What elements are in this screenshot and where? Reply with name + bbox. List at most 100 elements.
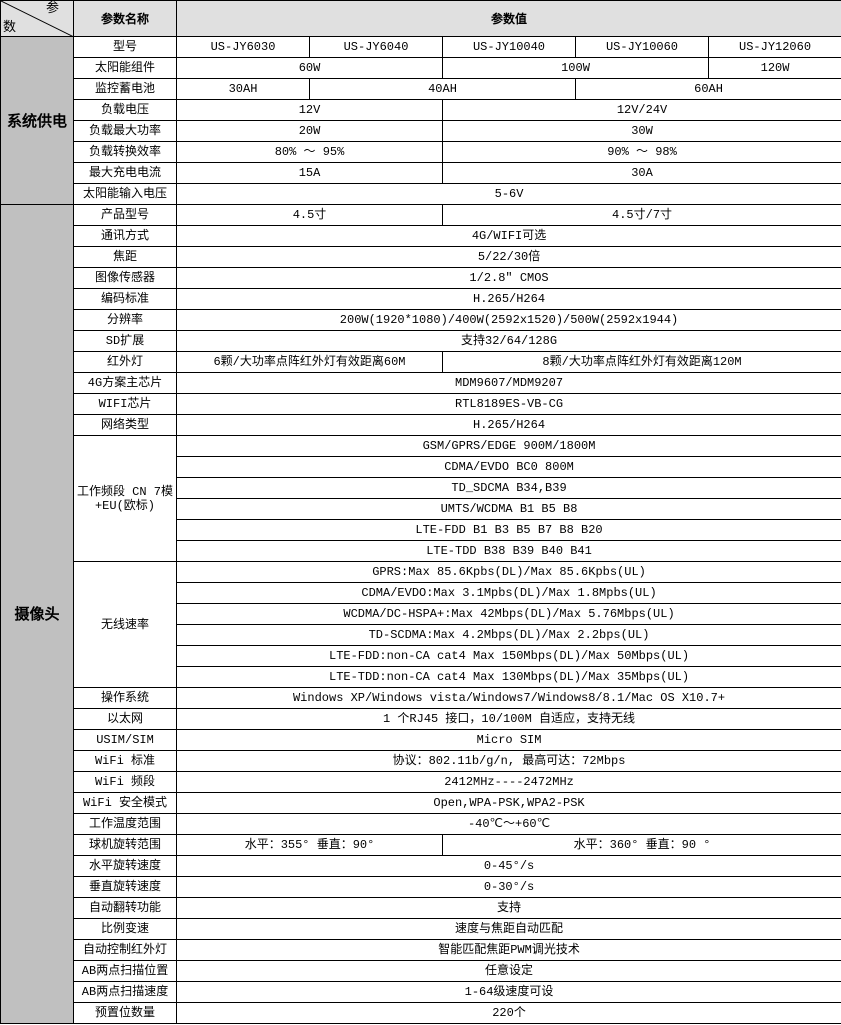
param-name: 焦距 bbox=[73, 246, 177, 268]
table-row: WiFi 安全模式 Open,WPA-PSK,WPA2-PSK bbox=[1, 792, 841, 814]
param-value: 80% ～ 95% bbox=[176, 141, 443, 163]
param-value: 4.5寸 bbox=[176, 204, 443, 226]
param-value: 8颗/大功率点阵红外灯有效距离120M bbox=[441, 351, 841, 373]
param-name: 负载转换效率 bbox=[73, 141, 177, 163]
param-value: 1-64级速度可设 bbox=[175, 981, 841, 1003]
param-name: WIFI芯片 bbox=[73, 393, 177, 415]
param-name: 图像传感器 bbox=[73, 267, 177, 289]
param-value: 4G/WIFI可选 bbox=[175, 225, 841, 247]
param-name: 通讯方式 bbox=[73, 225, 177, 247]
table-row: 预置位数量 220个 bbox=[1, 1002, 841, 1024]
table-row: 无线速率 GPRS:Max 85.6Kpbs(DL)/Max 85.6Kpbs(U… bbox=[1, 561, 841, 688]
group-label: 摄像头 bbox=[0, 204, 74, 1024]
table-row: 自动翻转功能 支持 bbox=[1, 897, 841, 919]
param-value: 12V/24V bbox=[441, 99, 841, 121]
param-name: 型号 bbox=[73, 36, 177, 58]
param-name: 最大充电电流 bbox=[73, 162, 177, 184]
param-name: 监控蓄电池 bbox=[73, 78, 177, 100]
param-value: Open,WPA-PSK,WPA2-PSK bbox=[175, 792, 841, 814]
param-value: MDM9607/MDM9207 bbox=[175, 372, 841, 394]
param-value: 任意设定 bbox=[175, 960, 841, 982]
param-value: 0-30°/s bbox=[175, 876, 841, 898]
param-name: 产品型号 bbox=[73, 204, 177, 226]
corner-cell: 参 数 bbox=[0, 0, 74, 37]
param-name: 比例变速 bbox=[73, 918, 177, 940]
table-row: 摄像头 产品型号 4.5寸 4.5寸/7寸 bbox=[0, 204, 841, 1024]
param-value: TD-SCDMA:Max 4.2Mbps(DL)/Max 2.2bps(UL) bbox=[175, 624, 841, 646]
table-row: WCDMA/DC-HSPA+:Max 42Mbps(DL)/Max 5.76Mb… bbox=[1, 603, 841, 625]
param-value: UMTS/WCDMA B1 B5 B8 bbox=[175, 498, 841, 520]
param-value: CDMA/EVDO BC0 800M bbox=[175, 456, 841, 478]
table-row: 通讯方式 4G/WIFI可选 bbox=[1, 225, 841, 247]
param-name: 红外灯 bbox=[73, 351, 177, 373]
group-label: 系统供电 bbox=[0, 36, 74, 205]
param-value: 6颗/大功率点阵红外灯有效距离60M bbox=[176, 351, 443, 373]
table-row: 分辨率 200W(1920*1080)/400W(2592x1520)/500W(… bbox=[1, 309, 841, 331]
table-row: 负载电压 12V 12V/24V bbox=[1, 99, 841, 121]
param-name: AB两点扫描位置 bbox=[73, 960, 177, 982]
param-value: 100W bbox=[442, 57, 709, 79]
table-row: LTE-TDD:non-CA cat4 Max 130Mbps(DL)/Max … bbox=[1, 666, 841, 688]
param-value-header: 参数值 bbox=[175, 0, 841, 37]
table-row: 操作系统 Windows XP/Windows vista/Windows7/Wi… bbox=[1, 687, 841, 709]
param-value: 4.5寸/7寸 bbox=[441, 204, 841, 226]
param-name-header: 参数名称 bbox=[73, 0, 177, 37]
table-row: 监控蓄电池 30AH 40AH 60AH bbox=[1, 78, 841, 100]
param-value: 2412MHz----2472MHz bbox=[175, 771, 841, 793]
param-value: 5/22/30倍 bbox=[175, 246, 841, 268]
param-value: 5-6V bbox=[175, 183, 841, 205]
param-name: 4G方案主芯片 bbox=[73, 372, 177, 394]
table-row: 系统供电 型号 US-JY6030 US-JY6040 US-JY10040 US-JY1… bbox=[0, 36, 841, 205]
param-value: 200W(1920*1080)/400W(2592x1520)/500W(259… bbox=[175, 309, 841, 331]
param-name: 以太网 bbox=[73, 708, 177, 730]
param-name: 负载最大功率 bbox=[73, 120, 177, 142]
param-value: US-JY10040 bbox=[442, 36, 576, 58]
param-value: 支持 bbox=[175, 897, 841, 919]
param-value: 30AH bbox=[176, 78, 310, 100]
param-value: 20W bbox=[176, 120, 443, 142]
param-value: 速度与焦距自动匹配 bbox=[175, 918, 841, 940]
param-value: RTL8189ES-VB-CG bbox=[175, 393, 841, 415]
param-name: WiFi 标准 bbox=[73, 750, 177, 772]
table-row: 太阳能输入电压 5-6V bbox=[1, 183, 841, 205]
param-name: 自动翻转功能 bbox=[73, 897, 177, 919]
param-value: 40AH bbox=[309, 78, 576, 100]
param-name: SD扩展 bbox=[73, 330, 177, 352]
table-row: 工作温度范围 -40℃～+60℃ bbox=[1, 813, 841, 835]
param-name: 负载电压 bbox=[73, 99, 177, 121]
table-row: 最大充电电流 15A 30A bbox=[1, 162, 841, 184]
param-value: 60W bbox=[176, 57, 443, 79]
param-name: 垂直旋转速度 bbox=[73, 876, 177, 898]
param-name: 太阳能组件 bbox=[73, 57, 177, 79]
table-row: AB两点扫描速度 1-64级速度可设 bbox=[1, 981, 841, 1003]
param-name: 预置位数量 bbox=[73, 1002, 177, 1024]
param-name: 网络类型 bbox=[73, 414, 177, 436]
param-value: LTE-FDD B1 B3 B5 B7 B8 B20 bbox=[175, 519, 841, 541]
param-value: GPRS:Max 85.6Kpbs(DL)/Max 85.6Kpbs(UL) bbox=[175, 561, 841, 583]
param-name: 自动控制红外灯 bbox=[73, 939, 177, 961]
table-row: WiFi 频段 2412MHz----2472MHz bbox=[1, 771, 841, 793]
table-row: CDMA/EVDO BC0 800M bbox=[1, 456, 841, 478]
table-row: CDMA/EVDO:Max 3.1Mpbs(DL)/Max 1.8Mpbs(UL… bbox=[1, 582, 841, 604]
table-row: 以太网 1 个RJ45 接口，10/100M 自适应，支持无线 bbox=[1, 708, 841, 730]
param-name: 操作系统 bbox=[73, 687, 177, 709]
table-row: 水平旋转速度 0-45°/s bbox=[1, 855, 841, 877]
param-value: US-JY10060 bbox=[575, 36, 709, 58]
param-name: 球机旋转范围 bbox=[73, 834, 177, 856]
header-row: 参 数 参数名称 参数值 bbox=[0, 0, 841, 37]
param-value: H.265/H264 bbox=[175, 288, 841, 310]
table-row: 负载转换效率 80% ～ 95% 90% ～ 98% bbox=[1, 141, 841, 163]
param-value: 15A bbox=[176, 162, 443, 184]
param-value: 30A bbox=[441, 162, 841, 184]
param-name: 工作温度范围 bbox=[73, 813, 177, 835]
table-row: 垂直旋转速度 0-30°/s bbox=[1, 876, 841, 898]
param-value: US-JY6040 bbox=[309, 36, 443, 58]
param-value: LTE-FDD:non-CA cat4 Max 150Mbps(DL)/Max … bbox=[175, 645, 841, 667]
param-name: 工作频段 CN 7模+EU(欧标) bbox=[73, 435, 177, 562]
table-row: 比例变速 速度与焦距自动匹配 bbox=[1, 918, 841, 940]
table-row: WIFI芯片 RTL8189ES-VB-CG bbox=[1, 393, 841, 415]
table-row: TD-SCDMA:Max 4.2Mbps(DL)/Max 2.2bps(UL) bbox=[1, 624, 841, 646]
table-row: 编码标准 H.265/H264 bbox=[1, 288, 841, 310]
param-value: 协议：802.11b/g/n, 最高可达：72Mbps bbox=[175, 750, 841, 772]
